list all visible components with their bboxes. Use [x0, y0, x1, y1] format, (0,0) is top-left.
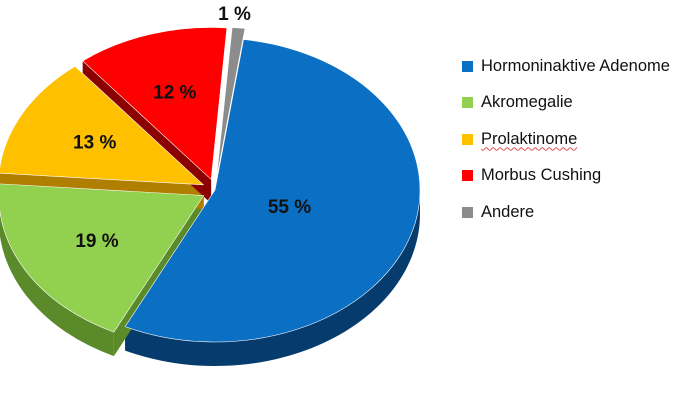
data-label-hormoninaktive-adenome: 55 % [268, 197, 311, 218]
chart-legend: Hormoninaktive Adenome Akromegalie Prolakt… [462, 56, 670, 239]
legend-swatch [462, 133, 473, 145]
pie-data-labels: 55 % 19 % 13 % 12 % 1 % [73, 4, 311, 252]
legend-label: Prolaktinome [481, 129, 578, 148]
legend-label: Hormoninaktive Adenome [481, 56, 670, 75]
legend-item-akromegalie: Akromegalie [462, 93, 670, 113]
legend-item-prolaktinome: Prolaktinome [462, 129, 670, 149]
pie-slices [0, 27, 421, 343]
data-label-prolaktinome: 13 % [73, 132, 116, 153]
pie-slice-morbus-cushing [82, 27, 228, 181]
legend-swatch [462, 206, 473, 218]
legend-label: Morbus Cushing [481, 166, 602, 184]
legend-label: Andere [481, 202, 535, 221]
pie-slice-andere [216, 27, 246, 180]
pie-side-hormoninaktive-adenome [125, 190, 420, 366]
pie-slice-hormoninaktive-adenome [124, 39, 421, 343]
legend-item-andere: Andere [462, 202, 670, 222]
legend-item-hormoninaktive-adenome: Hormoninaktive Adenome [462, 56, 670, 76]
data-label-morbus-cushing: 12 % [153, 82, 196, 103]
pie-slice-akromegalie [0, 183, 205, 333]
pie-side-akromegalie [0, 212, 114, 357]
legend-item-morbus-cushing: Morbus Cushing [462, 166, 670, 186]
data-label-akromegalie: 19 % [75, 231, 118, 252]
legend-swatch [462, 97, 473, 108]
legend-swatch [462, 60, 473, 72]
data-label-andere: 1 % [218, 4, 251, 25]
legend-swatch [462, 170, 473, 181]
pie-slice-prolaktinome [0, 66, 205, 186]
legend-label: Akromegalie [481, 93, 573, 111]
